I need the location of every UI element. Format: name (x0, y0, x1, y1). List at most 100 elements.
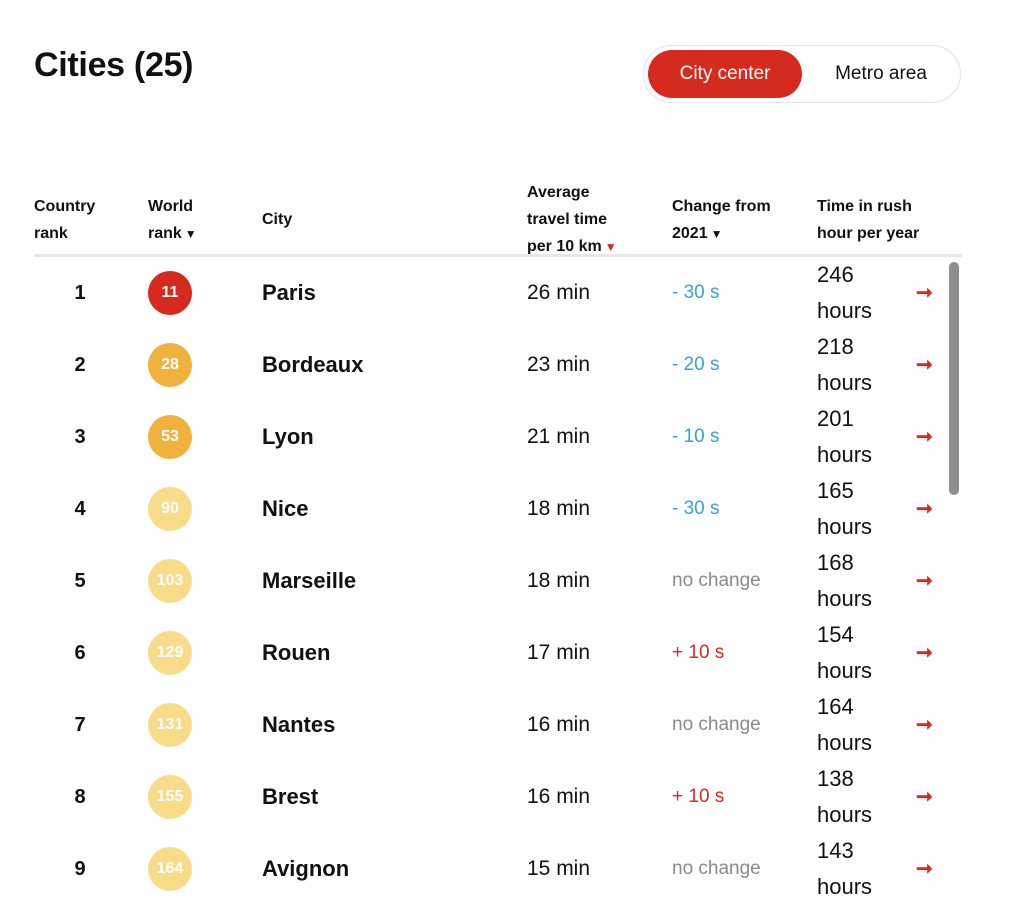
city-name: Rouen (262, 640, 331, 665)
rush-hour-unit: hours (817, 586, 873, 611)
rush-hour-time: 143 hours (817, 833, 912, 905)
city-name: Lyon (262, 424, 314, 449)
world-rank-badge: 129 (148, 631, 192, 675)
avg-travel-time: 16 min (527, 785, 591, 808)
header-divider (34, 254, 962, 257)
change-value: no change (672, 570, 761, 591)
world-rank-badge: 131 (148, 703, 192, 747)
scrollbar[interactable] (949, 262, 959, 495)
rush-hour-value: 138 (817, 766, 854, 791)
rush-hour-time: 138 hours (817, 761, 912, 833)
city-name: Bordeaux (262, 352, 364, 377)
change-value: - 30 s (672, 498, 720, 519)
country-rank: 8 (74, 786, 86, 808)
rush-hour-unit: hours (817, 370, 873, 395)
world-rank-badge: 53 (148, 415, 192, 459)
header-rush-hour: Time in rush hour per year (817, 198, 920, 242)
rush-hour-value: 143 (817, 838, 854, 863)
arrow-right-icon[interactable]: ➞ (916, 282, 933, 304)
avg-travel-time: 26 min (527, 281, 591, 304)
country-rank: 9 (74, 858, 86, 880)
rush-hour-time: 246 hours (817, 257, 912, 329)
rush-hour-time: 201 hours (817, 401, 912, 473)
table-row[interactable]: 8 155 Brest 16 min + 10 s 138 hours ➞ (0, 761, 1024, 833)
country-rank: 4 (74, 498, 86, 520)
rush-hour-time: 164 hours (817, 689, 912, 761)
rush-hour-unit: hours (817, 802, 873, 827)
change-value: - 20 s (672, 354, 720, 375)
metro-area-button[interactable]: Metro area (804, 50, 958, 98)
rush-hour-value: 164 (817, 694, 854, 719)
avg-travel-time: 15 min (527, 857, 591, 880)
table-row[interactable]: 7 131 Nantes 16 min no change 164 hours ➞ (0, 689, 1024, 761)
header-city: City (262, 211, 293, 228)
rush-hour-unit: hours (817, 514, 873, 539)
arrow-right-icon[interactable]: ➞ (916, 714, 933, 736)
table-row[interactable]: 4 90 Nice 18 min - 30 s 165 hours ➞ (0, 473, 1024, 545)
world-rank-badge: 164 (148, 847, 192, 891)
table-row[interactable]: 6 129 Rouen 17 min + 10 s 154 hours ➞ (0, 617, 1024, 689)
table-row[interactable]: 5 103 Marseille 18 min no change 168 hours ➞ (0, 545, 1024, 617)
country-rank: 3 (74, 426, 86, 448)
header-avg-travel-time[interactable]: Average travel time per 10 km ▼ (527, 184, 617, 255)
change-value: + 10 s (672, 786, 725, 807)
arrow-right-icon[interactable]: ➞ (916, 426, 933, 448)
table-row[interactable]: 9 164 Avignon 15 min no change 143 hours ➞ (0, 833, 1024, 905)
sort-down-icon: ▼ (184, 227, 197, 241)
avg-travel-time: 16 min (527, 713, 591, 736)
arrow-right-icon[interactable]: ➞ (916, 570, 933, 592)
rush-hour-time: 168 hours (817, 545, 912, 617)
rush-hour-value: 168 (817, 550, 854, 575)
view-toggle: City center Metro area (643, 45, 961, 103)
rush-hour-unit: hours (817, 874, 873, 899)
rush-hour-unit: hours (817, 730, 873, 755)
world-rank-badge: 28 (148, 343, 192, 387)
arrow-right-icon[interactable]: ➞ (916, 642, 933, 664)
table-row[interactable]: 1 11 Paris 26 min - 30 s 246 hours ➞ (0, 257, 1024, 329)
arrow-right-icon[interactable]: ➞ (916, 354, 933, 376)
rush-hour-value: 246 (817, 262, 854, 287)
rush-hour-value: 154 (817, 622, 854, 647)
world-rank-badge: 103 (148, 559, 192, 603)
rush-hour-unit: hours (817, 658, 873, 683)
rush-hour-time: 154 hours (817, 617, 912, 689)
city-name: Brest (262, 784, 319, 809)
country-rank: 5 (74, 570, 86, 592)
change-value: - 10 s (672, 426, 720, 447)
rush-hour-unit: hours (817, 298, 873, 323)
country-rank: 1 (74, 282, 86, 304)
rush-hour-value: 165 (817, 478, 854, 503)
city-center-button[interactable]: City center (648, 50, 802, 98)
avg-travel-time: 17 min (527, 641, 591, 664)
sort-active-icon: ▼ (604, 240, 617, 254)
rush-hour-time: 218 hours (817, 329, 912, 401)
avg-travel-time: 18 min (527, 569, 591, 592)
arrow-right-icon[interactable]: ➞ (916, 858, 933, 880)
city-name: Avignon (262, 856, 350, 881)
city-name: Paris (262, 280, 316, 305)
avg-travel-time: 21 min (527, 425, 591, 448)
city-name: Marseille (262, 568, 357, 593)
change-value: + 10 s (672, 642, 725, 663)
table-row[interactable]: 2 28 Bordeaux 23 min - 20 s 218 hours ➞ (0, 329, 1024, 401)
page-title: Cities (25) (34, 46, 194, 84)
country-rank: 6 (74, 642, 86, 664)
table-row[interactable]: 3 53 Lyon 21 min - 10 s 201 hours ➞ (0, 401, 1024, 473)
header-world-rank[interactable]: World rank ▼ (148, 198, 197, 242)
arrow-right-icon[interactable]: ➞ (916, 786, 933, 808)
city-name: Nantes (262, 712, 336, 737)
rush-hour-time: 165 hours (817, 473, 912, 545)
rush-hour-unit: hours (817, 442, 873, 467)
rush-hour-value: 218 (817, 334, 854, 359)
avg-travel-time: 18 min (527, 497, 591, 520)
rush-hour-value: 201 (817, 406, 854, 431)
arrow-right-icon[interactable]: ➞ (916, 498, 933, 520)
world-rank-badge: 90 (148, 487, 192, 531)
world-rank-badge: 11 (148, 271, 192, 315)
sort-down-icon: ▼ (710, 227, 723, 241)
header-change[interactable]: Change from 2021 ▼ (672, 198, 771, 242)
change-value: no change (672, 858, 761, 879)
world-rank-badge: 155 (148, 775, 192, 819)
table-body: 1 11 Paris 26 min - 30 s 246 hours ➞ 2 28 Bordeaux… (0, 257, 1024, 909)
city-name: Nice (262, 496, 309, 521)
